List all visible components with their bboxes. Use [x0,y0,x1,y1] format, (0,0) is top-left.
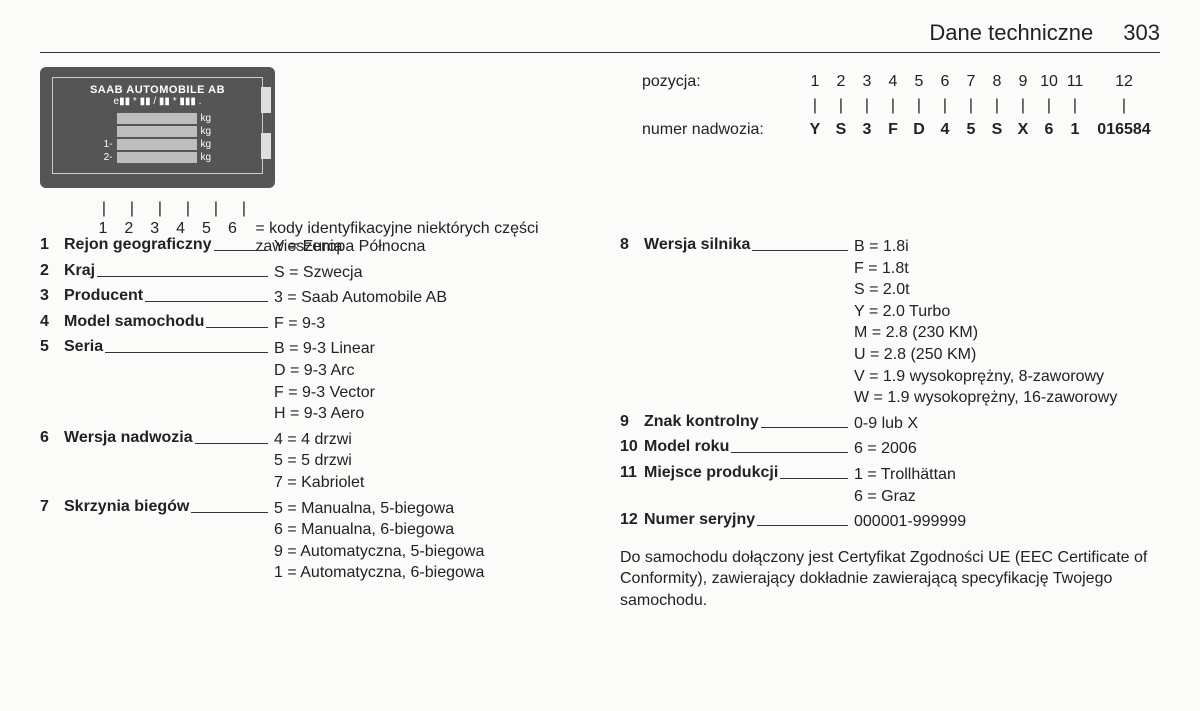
vin-key-row: 2KrajS = Szwecja [40,262,580,284]
vin-key-row: 8Wersja silnikaB = 1.8iF = 1.8tS = 2.0tY… [620,236,1160,409]
plate-brand: SAAB AUTOMOBILE AB [59,84,256,96]
vin-key-row: 11Miejsce produkcji1 = Trollhättan6 = Gr… [620,464,1160,507]
vin-key-row: 5SeriaB = 9-3 LinearD = 9-3 ArcF = 9-3 V… [40,338,580,424]
vin-plate-graphic: SAAB AUTOMOBILE AB e▮▮ * ▮▮ / ▮▮ * ▮▮▮ .… [40,67,275,188]
vin-num-label: numer nadwozia: [642,121,802,139]
vin-key-columns: 1Rejon geograficznyY = Europa Północna 2K… [40,232,1160,612]
section-title: Dane techniczne [929,20,1093,46]
vin-key-row: 9Znak kontrolny0-9 lub X [620,413,1160,435]
vin-pos-label: pozycja: [642,73,802,91]
conformity-note: Do samochodu dołączony jest Certyfikat Z… [620,547,1160,612]
vin-decoder: pozycja: 123456789101112 |||||||||||| nu… [642,67,1160,145]
vin-key-row: 12Numer seryjny000001-999999 [620,511,1160,533]
page-header: Dane techniczne 303 [40,20,1160,53]
vin-key-row: 10Model roku6 = 2006 [620,438,1160,460]
vin-keys-left: 1Rejon geograficznyY = Europa Północna 2K… [40,232,580,612]
page-number: 303 [1123,20,1160,46]
vin-keys-right: 8Wersja silnikaB = 1.8iF = 1.8tS = 2.0tY… [620,232,1160,612]
vin-key-row: 4Model samochoduF = 9-3 [40,313,580,335]
vin-key-row: 3Producent3 = Saab Automobile AB [40,287,580,309]
plate-sub: e▮▮ * ▮▮ / ▮▮ * ▮▮▮ . [59,96,256,107]
vin-key-row: 7Skrzynia biegów5 = Manualna, 5-biegowa6… [40,498,580,584]
plate-side-bars [261,87,271,159]
plate-rows: kgkg1-kg2-kg [59,113,256,163]
vin-key-row: 1Rejon geograficznyY = Europa Północna [40,236,580,258]
vin-key-row: 6Wersja nadwozia4 = 4 drzwi5 = 5 drzwi7 … [40,429,580,494]
top-row: SAAB AUTOMOBILE AB e▮▮ * ▮▮ / ▮▮ * ▮▮▮ .… [40,67,1160,258]
